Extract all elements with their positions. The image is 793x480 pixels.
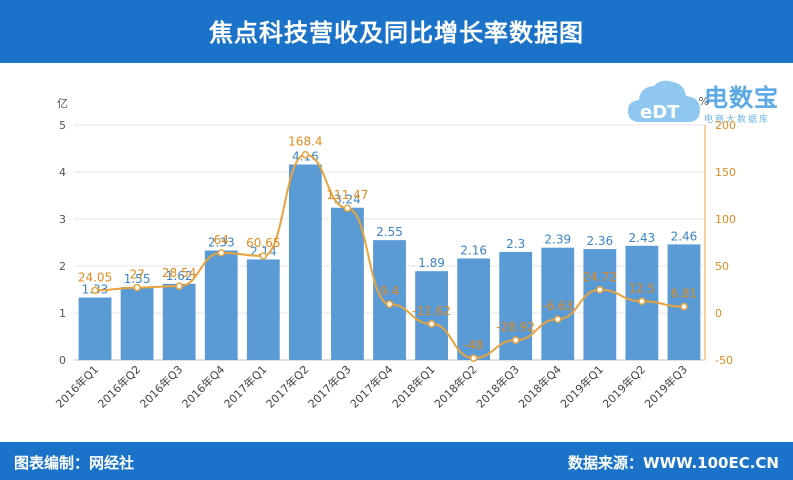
footer-bar: 图表编制：网经社 数据来源：WWW.100EC.CN [0, 442, 793, 480]
bar [288, 164, 322, 360]
growth-rate-label: 6.81 [671, 287, 698, 301]
y-right-tick-label: 200 [715, 119, 736, 132]
bar-value-label: 1.55 [124, 272, 151, 286]
growth-rate-label: 27 [129, 268, 144, 282]
x-tick-label: 2017年Q1 [221, 362, 270, 411]
x-tick-label: 2019年Q1 [557, 362, 606, 411]
x-tick-label: 2018年Q1 [389, 362, 438, 411]
x-tick-label: 2016年Q1 [53, 362, 102, 411]
bar-value-label: 1.89 [418, 256, 445, 270]
growth-rate-label: 60.65 [246, 236, 280, 250]
bar [583, 249, 617, 360]
growth-rate-point [133, 283, 141, 292]
bar [415, 271, 448, 360]
x-tick-label: 2019年Q3 [642, 362, 691, 411]
y-right-tick-label: 150 [715, 166, 736, 179]
growth-rate-point [596, 286, 604, 294]
y-right-tick-label: 0 [715, 307, 722, 320]
growth-rate-label: -48 [464, 338, 484, 352]
growth-rate-point [175, 282, 183, 290]
growth-rate-label: 24.05 [78, 270, 112, 284]
growth-rate-label: 28.54 [162, 266, 196, 280]
y-left-tick-label: 4 [59, 166, 66, 179]
growth-rate-label: -28.92 [496, 320, 535, 334]
growth-rate-point [343, 204, 352, 212]
growth-rate-label: 168.4 [288, 135, 322, 149]
y-left-tick-label: 5 [59, 119, 66, 132]
growth-rate-point [638, 297, 646, 305]
y-left-tick-label: 2 [59, 260, 66, 273]
growth-rate-point [259, 252, 268, 260]
logo-brand: 电数宝 [704, 84, 779, 112]
growth-rate-point [427, 320, 436, 328]
bar [541, 247, 575, 360]
growth-rate-label: 64 [214, 233, 229, 247]
brand-logo: eDT 电数宝 电商大数据库 [626, 72, 786, 136]
page-title: 焦点科技营收及同比增长率数据图 [209, 19, 584, 47]
growth-rate-point [385, 300, 394, 308]
growth-rate-label: 24.72 [583, 270, 617, 284]
y-right-tick-label: 50 [715, 260, 729, 273]
growth-rate-point [511, 336, 520, 344]
y-right-unit-label: % [699, 95, 709, 108]
bar [457, 258, 491, 360]
logo-subtitle: 电商大数据库 [704, 115, 771, 125]
bar-value-label: 2.46 [671, 229, 698, 243]
x-tick-label: 2019年Q2 [599, 362, 648, 411]
bar-value-label: 2.16 [460, 243, 487, 257]
footer-compiler: 图表编制：网经社 [14, 454, 135, 472]
x-tick-label: 2016年Q2 [95, 362, 144, 411]
bar [204, 250, 238, 360]
growth-rate-point [91, 286, 99, 295]
x-tick-label: 2018年Q3 [473, 362, 522, 411]
y-left-tick-label: 1 [59, 307, 66, 320]
growth-rate-point [217, 249, 225, 257]
bar-value-label: 1.62 [166, 269, 193, 283]
y-left-tick-label: 0 [59, 354, 66, 367]
x-tick-label: 2017年Q3 [305, 362, 354, 411]
bar [120, 287, 154, 360]
bar [162, 283, 196, 360]
x-tick-label: 2016年Q3 [137, 362, 186, 411]
growth-rate-point [680, 302, 688, 311]
bar [373, 240, 406, 360]
y-left-tick-label: 3 [59, 213, 66, 226]
growth-rate-label: 111.47 [326, 188, 368, 202]
growth-rate-label: 9.4 [380, 284, 399, 298]
growth-rate-label: 12.5 [629, 281, 656, 295]
bar-value-label: 2.33 [208, 235, 235, 249]
y-right-tick-label: -50 [715, 354, 733, 367]
growth-rate-label: -6.63 [542, 299, 573, 313]
bar-value-label: 2.3 [506, 237, 525, 251]
growth-rate-point [469, 354, 478, 362]
x-tick-label: 2018年Q2 [431, 362, 480, 411]
x-tick-label: 2016年Q4 [179, 362, 228, 411]
header-bar: 焦点科技营收及同比增长率数据图 [0, 0, 793, 63]
bar [331, 207, 364, 360]
y-right-tick-label: 100 [715, 213, 736, 226]
bar-value-label: 2.39 [544, 233, 571, 247]
footer-source: 数据来源：WWW.100EC.CN [568, 454, 779, 472]
bar [78, 297, 112, 360]
growth-rate-label: -11.62 [412, 304, 451, 318]
bar-value-label: 2.36 [586, 234, 613, 248]
bar [246, 259, 280, 360]
growth-rate-point [554, 315, 562, 323]
bar-value-label: 2.43 [629, 231, 656, 245]
x-tick-label: 2018年Q4 [515, 362, 564, 411]
bar-value-label: 2.55 [376, 225, 403, 239]
bar-value-label: 3.24 [334, 193, 361, 207]
cloud-logo-icon: eDT [628, 80, 700, 123]
revenue-growth-chart: 012345-50050100150200亿%1.332016年Q11.5520… [53, 95, 736, 411]
logo-badge: eDT [640, 102, 680, 123]
y-left-unit-label: 亿 [57, 97, 68, 110]
growth-rate-line [95, 153, 684, 360]
x-tick-label: 2017年Q4 [347, 362, 396, 411]
x-tick-label: 2017年Q2 [263, 362, 312, 411]
growth-rate-point [301, 150, 310, 159]
bar [667, 244, 701, 360]
